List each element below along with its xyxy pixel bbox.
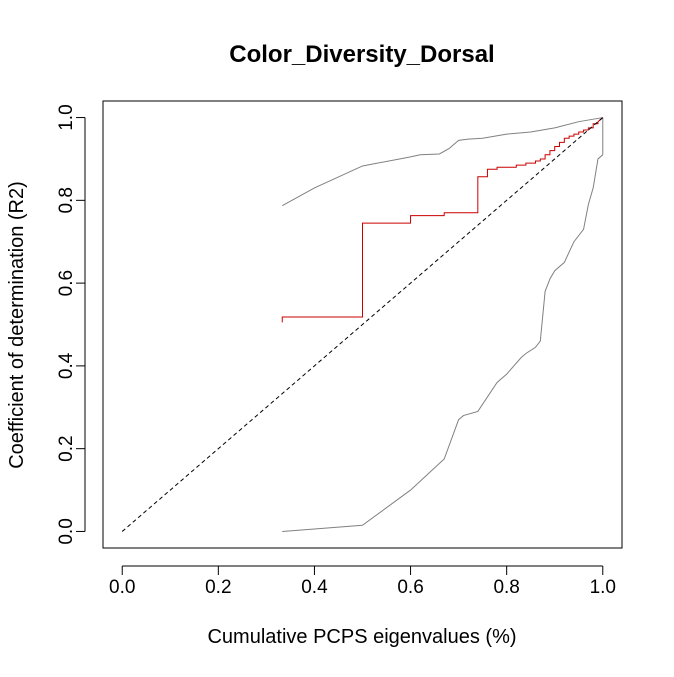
- series-reference-diagonal: [121, 117, 604, 532]
- x-tick-label: 0.8: [493, 577, 519, 598]
- chart-title: Color_Diversity_Dorsal: [229, 41, 494, 68]
- y-axis-label: Coefficient of determination (R2): [6, 181, 28, 469]
- y-tick-label: 1.0: [56, 104, 77, 130]
- y-tick-label: 0.8: [56, 187, 77, 213]
- y-tick-label: 0.6: [56, 270, 77, 296]
- x-axis: 0.0 0.2 0.4 0.6 0.8 1.0: [109, 565, 616, 598]
- y-tick-label: 0.0: [56, 518, 77, 544]
- x-tick-label: 0.4: [301, 577, 328, 598]
- x-tick-label: 0.0: [109, 577, 135, 598]
- series-lower-envelope: [282, 154, 604, 532]
- plot-frame: [102, 100, 623, 549]
- y-tick-label: 0.4: [56, 352, 77, 379]
- y-tick-label: 0.2: [56, 435, 77, 461]
- x-tick-label: 0.2: [205, 577, 231, 598]
- x-axis-label: Cumulative PCPS eigenvalues (%): [207, 626, 516, 648]
- x-tick-label: 0.6: [397, 577, 423, 598]
- y-axis: 0.0 0.2 0.4 0.6 0.8 1.0: [56, 104, 86, 545]
- series-observed: [281, 117, 604, 323]
- series-layer: [121, 117, 604, 532]
- x-tick-label: 1.0: [590, 577, 616, 598]
- series-upper-envelope: [282, 117, 603, 207]
